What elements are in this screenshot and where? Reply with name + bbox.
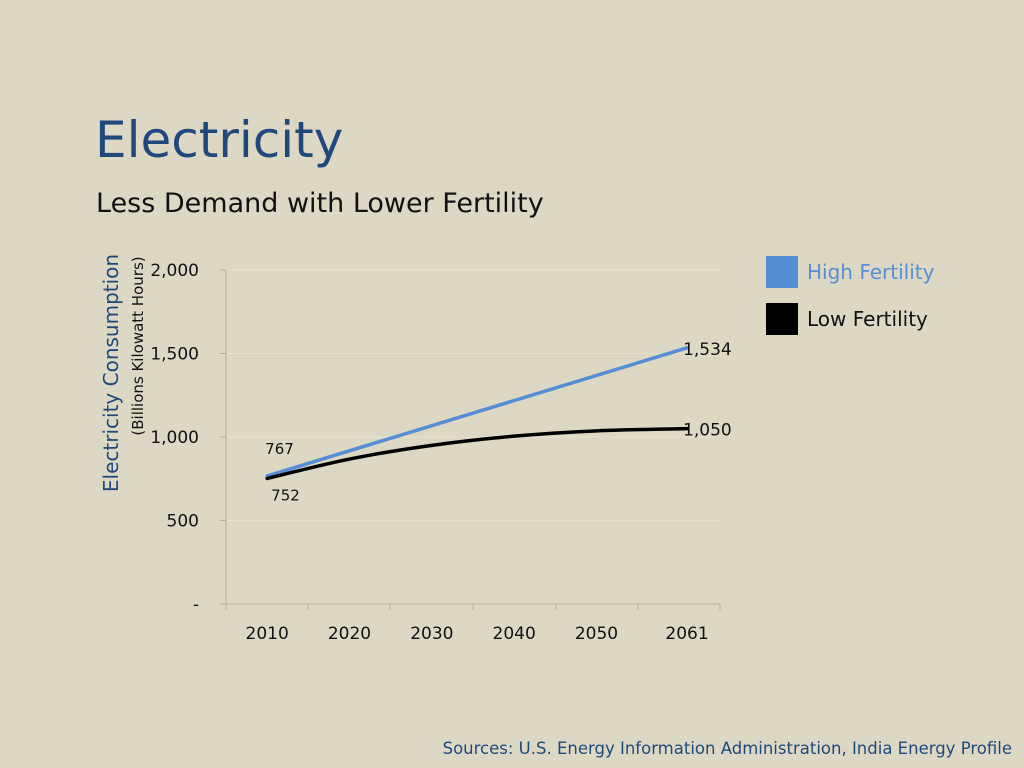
- data-label: 752: [271, 486, 300, 504]
- data-label: 1,050: [683, 421, 732, 441]
- series-layer: [265, 346, 689, 481]
- series-line-high-fertility: [265, 346, 689, 478]
- legend-label-low-fertility: Low Fertility: [807, 307, 928, 331]
- y-tick-label: 2,000: [150, 261, 199, 281]
- x-tick-label: 2030: [410, 624, 453, 644]
- legend-swatch-low-fertility: [766, 303, 798, 335]
- x-tick-label: 2050: [575, 624, 618, 644]
- legend-label-high-fertility: High Fertility: [807, 260, 935, 284]
- data-label: 1,534: [683, 340, 732, 360]
- legend-item-high-fertility: High Fertility: [766, 256, 934, 288]
- data-label: 767: [265, 440, 294, 458]
- legend-swatch-high-fertility: [766, 256, 798, 288]
- slide-title: Electricity: [95, 111, 344, 169]
- y-axis-subtitle: (Billions Kilowatt Hours): [129, 256, 147, 435]
- x-tick-label: 2010: [246, 624, 289, 644]
- grid-layer: [226, 269, 720, 521]
- y-axis-title: Electricity Consumption: [99, 254, 123, 492]
- x-tick-label: 2020: [328, 624, 371, 644]
- legend: High Fertility Low Fertility: [766, 256, 934, 350]
- slide-subtitle: Less Demand with Lower Fertility: [96, 188, 544, 219]
- y-tick-label: 1,500: [150, 345, 199, 365]
- series-line-low-fertility: [265, 426, 689, 481]
- label-layer: 767 1,534 752 1,050: [265, 340, 732, 505]
- y-tick-label: -: [193, 595, 199, 615]
- x-tick-label: 2061: [665, 624, 708, 644]
- axis-layer: - 500 1,000 1,500 2,000 2010 2020 2030 2040 2050 2…: [150, 261, 721, 644]
- y-tick-label: 1,000: [150, 428, 199, 448]
- x-tick-label: 2040: [493, 624, 536, 644]
- y-tick-label: 500: [167, 512, 199, 532]
- legend-item-low-fertility: Low Fertility: [766, 303, 934, 335]
- source-note: Sources: U.S. Energy Information Adminis…: [442, 739, 1012, 758]
